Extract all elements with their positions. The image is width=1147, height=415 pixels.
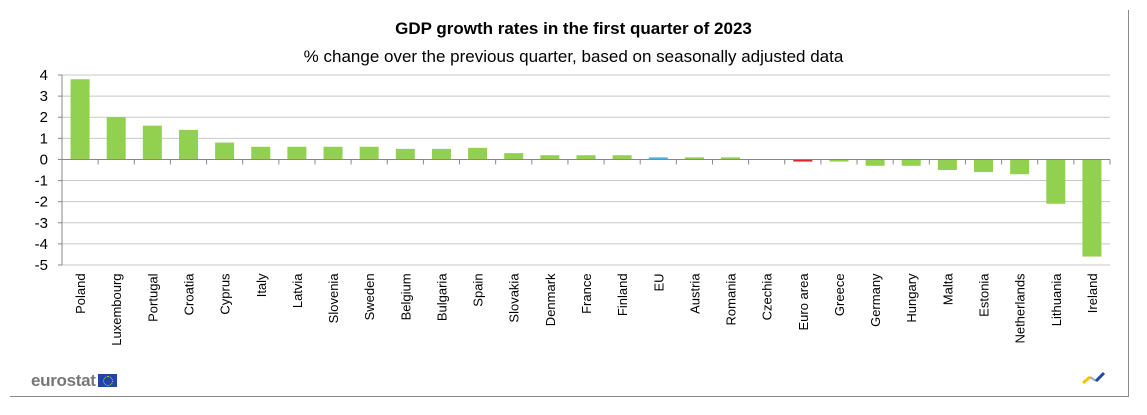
bar-netherlands	[1010, 159, 1030, 175]
x-tick-label: Poland	[73, 273, 88, 313]
x-tick-label: Germany	[868, 273, 883, 327]
chart-frame	[10, 10, 1129, 397]
bar-germany	[865, 159, 885, 166]
bar-greece	[829, 159, 849, 162]
x-tick-label: Belgium	[398, 273, 413, 320]
x-tick-label: Bulgaria	[434, 273, 449, 321]
bar-romania	[721, 157, 741, 160]
bar-euro-area	[793, 159, 813, 162]
y-tick-label: -4	[35, 236, 48, 253]
x-tick-label: Lithuania	[1049, 273, 1064, 327]
y-tick-label: -5	[35, 257, 48, 274]
x-tick-label: Netherlands	[1013, 273, 1028, 344]
eu-flag-icon	[97, 374, 117, 387]
x-tick-label: Malta	[940, 273, 955, 306]
bar-france	[576, 155, 596, 160]
bar-cyprus	[215, 142, 235, 160]
bar-denmark	[540, 155, 560, 160]
bar-sweden	[359, 146, 379, 160]
bar-ireland	[1082, 159, 1102, 257]
y-tick-label: -3	[35, 215, 48, 232]
x-tick-label: Euro area	[796, 273, 811, 331]
bar-spain	[468, 147, 488, 160]
x-tick-label: Hungary	[904, 273, 919, 323]
x-tick-label: EU	[651, 273, 666, 291]
x-tick-label: Portugal	[145, 273, 160, 322]
bar-lithuania	[1046, 159, 1066, 204]
x-tick-label: Romania	[724, 273, 739, 326]
x-tick-label: Italy	[254, 273, 269, 297]
bar-austria	[684, 157, 704, 160]
bar-latvia	[287, 146, 307, 160]
bar-finland	[612, 155, 632, 160]
chart-title: GDP growth rates in the first quarter of…	[395, 19, 752, 38]
bar-croatia	[178, 129, 198, 160]
x-tick-label: Czechia	[760, 273, 775, 321]
x-tick-label: Latvia	[290, 273, 305, 308]
bar-slovakia	[504, 153, 524, 160]
y-tick-label: 0	[40, 151, 48, 168]
bar-eu	[648, 157, 668, 160]
x-tick-label: France	[579, 273, 594, 313]
x-tick-label: Croatia	[181, 273, 196, 316]
x-tick-label: Estonia	[977, 273, 992, 317]
x-tick-label: Cyprus	[218, 273, 233, 315]
bar-italy	[251, 146, 271, 160]
x-tick-label: Austria	[687, 273, 702, 314]
bar-luxembourg	[106, 117, 126, 160]
eurostat-logo: eurostat	[31, 371, 117, 391]
bar-portugal	[142, 125, 162, 160]
x-tick-label: Denmark	[543, 273, 558, 326]
logo-text: eurostat	[31, 371, 96, 390]
x-tick-label: Finland	[615, 273, 630, 316]
y-tick-label: -2	[35, 194, 48, 211]
x-tick-label: Spain	[471, 273, 486, 306]
bar-malta	[937, 159, 957, 170]
bar-belgium	[395, 148, 415, 160]
bar-slovenia	[323, 146, 343, 160]
x-tick-label: Slovakia	[507, 273, 522, 323]
y-tick-label: -1	[35, 173, 48, 190]
x-tick-label: Ireland	[1085, 273, 1100, 313]
y-tick-label: 4	[40, 67, 48, 84]
bar-estonia	[974, 159, 994, 173]
x-tick-label: Greece	[832, 273, 847, 316]
bar-hungary	[901, 159, 921, 166]
bar-poland	[70, 79, 90, 160]
y-tick-label: 2	[40, 109, 48, 126]
y-tick-label: 3	[40, 88, 48, 105]
x-tick-label: Slovenia	[326, 273, 341, 324]
x-tick-label: Sweden	[362, 273, 377, 320]
bar-bulgaria	[431, 148, 451, 160]
chart-subtitle: % change over the previous quarter, base…	[303, 47, 844, 66]
x-tick-label: Luxembourg	[109, 273, 124, 345]
y-tick-label: 1	[40, 130, 48, 147]
